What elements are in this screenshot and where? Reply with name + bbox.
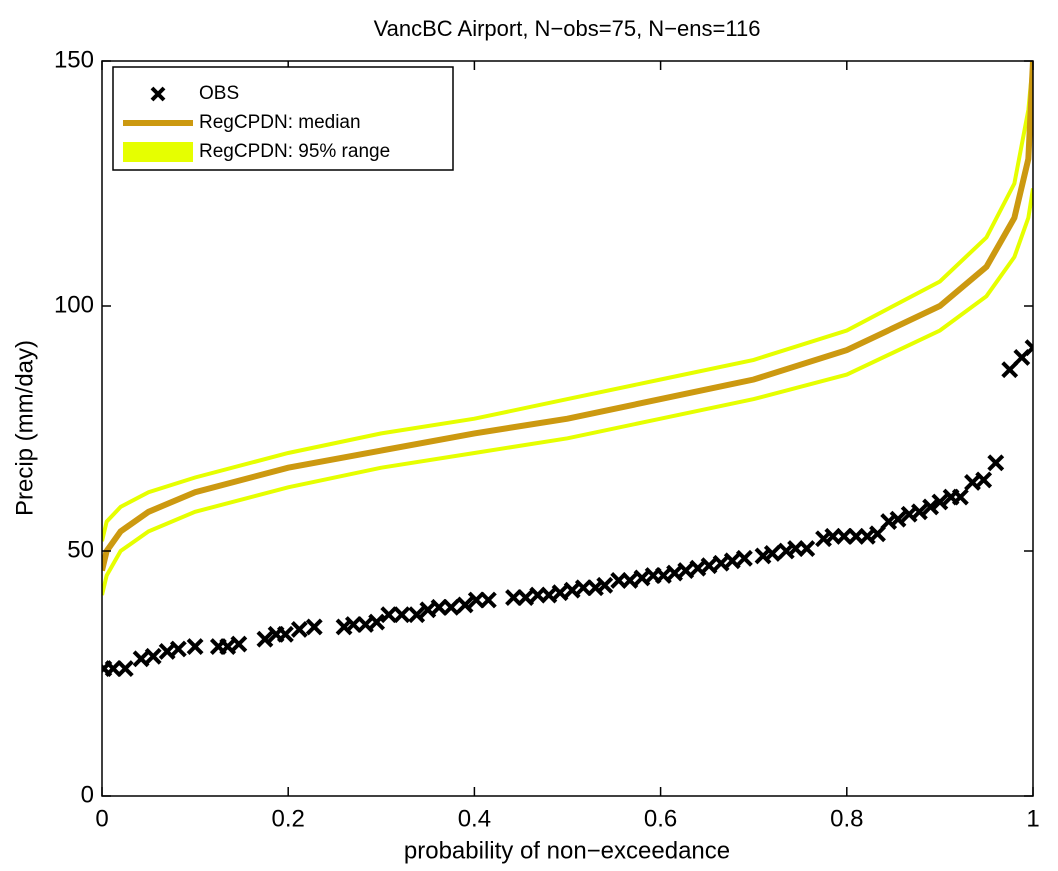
legend-marker	[123, 142, 193, 162]
obs-point	[700, 557, 718, 575]
obs-point	[276, 625, 294, 643]
y-axis-label: Precip (mm/day)	[11, 340, 38, 516]
obs-point	[677, 562, 695, 580]
obs-point	[735, 549, 753, 567]
obs-point	[169, 640, 187, 658]
obs-point	[596, 576, 614, 594]
x-tick-label: 0.4	[458, 805, 491, 832]
y-tick-label: 50	[67, 536, 94, 563]
band-lower	[102, 188, 1033, 596]
y-tick-label: 100	[54, 291, 94, 318]
x-tick-label: 1	[1026, 805, 1039, 832]
obs-point	[230, 635, 248, 653]
x-tick-label: 0.8	[830, 805, 863, 832]
obs-point	[144, 647, 162, 665]
obs-point	[987, 454, 1005, 472]
obs-point	[798, 540, 816, 557]
x-tick-label: 0.2	[272, 805, 305, 832]
median-line	[102, 61, 1033, 572]
x-axis-label: probability of non−exceedance	[404, 837, 730, 864]
obs-point	[305, 618, 323, 636]
obs-point	[456, 596, 474, 614]
obs-point	[393, 606, 411, 624]
obs-point	[922, 498, 940, 516]
y-tick-label: 150	[54, 46, 94, 73]
obs-point	[975, 471, 993, 489]
y-tick-label: 0	[81, 781, 94, 808]
obs-point	[442, 598, 460, 616]
x-tick-label: 0	[95, 805, 108, 832]
axes-box	[101, 60, 1034, 797]
obs-point	[763, 545, 781, 562]
band-upper	[102, 61, 1033, 542]
obs-point	[132, 650, 150, 668]
obs-point	[290, 620, 308, 638]
obs-point	[517, 589, 535, 606]
x-tick-label: 0.6	[644, 805, 677, 832]
obs-point	[551, 584, 569, 602]
obs-point	[368, 613, 386, 631]
chart-title: VancBC Airport, N−obs=75, N−ens=116	[374, 16, 761, 41]
obs-point	[869, 525, 886, 543]
obs-point	[911, 503, 928, 521]
legend-label: RegCPDN: median	[199, 112, 361, 133]
obs-point	[889, 510, 907, 528]
obs-point	[408, 606, 426, 624]
plot-area	[102, 61, 1033, 796]
obs-point	[723, 552, 741, 570]
obs-point	[380, 606, 398, 624]
obs-point	[479, 591, 497, 609]
legend-marker	[150, 86, 166, 102]
obs-point	[1001, 361, 1019, 379]
legend-label: OBS	[199, 83, 239, 104]
obs-point	[256, 630, 274, 648]
obs-point	[1024, 339, 1033, 357]
obs-point	[951, 488, 969, 506]
obs-point	[116, 660, 134, 678]
plot	[102, 61, 1033, 678]
obs-point	[186, 638, 204, 655]
legend-label: RegCPDN: 95% range	[199, 141, 390, 162]
obs-point	[931, 493, 949, 511]
obs-point	[621, 571, 639, 589]
